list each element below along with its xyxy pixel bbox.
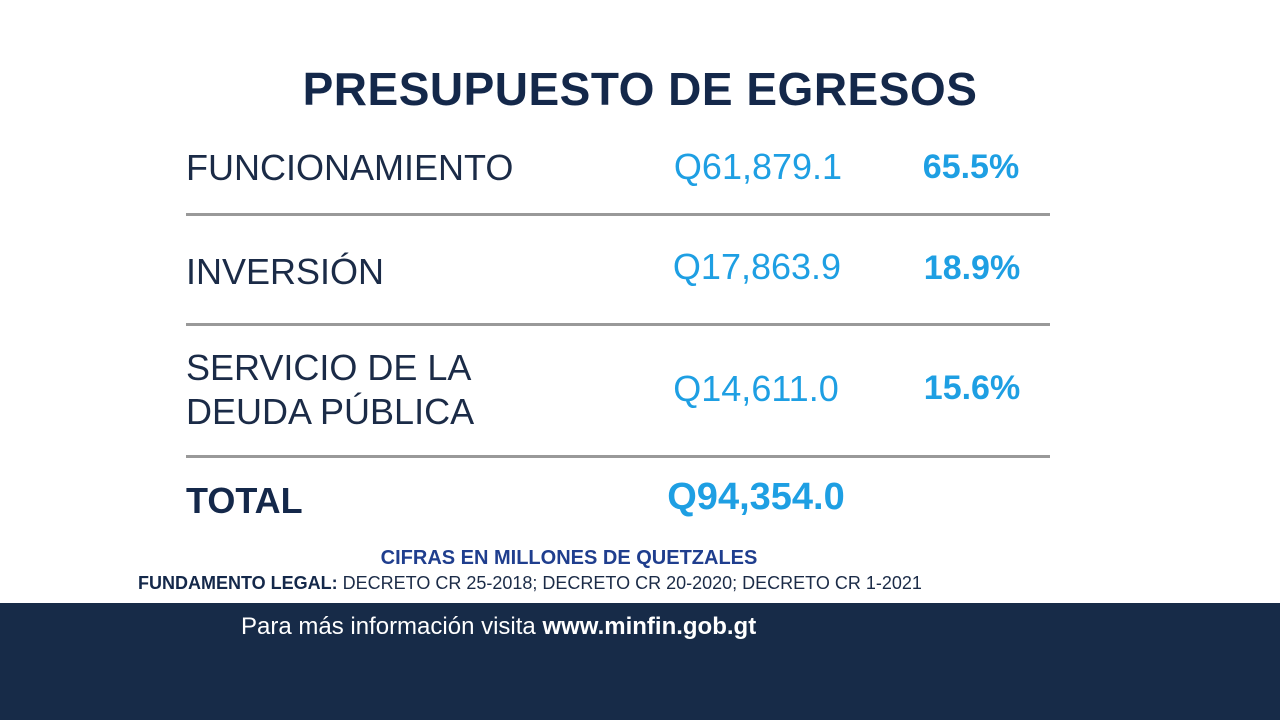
footer-message: Para más información visita www.minfin.g… xyxy=(241,613,756,641)
divider xyxy=(186,455,1050,458)
row-amount-deuda: Q14,611.0 xyxy=(673,368,839,409)
legal-basis: FUNDAMENTO LEGAL: DECRETO CR 25-2018; DE… xyxy=(138,573,922,594)
footer-bar: Para más información visita www.minfin.g… xyxy=(0,603,1280,720)
footer-text: Para más información visita xyxy=(241,613,543,640)
row-label-funcionamiento: FUNCIONAMIENTO xyxy=(186,147,514,188)
divider xyxy=(186,323,1050,326)
row-amount-funcionamiento: Q61,879.1 xyxy=(673,146,843,187)
row-label-deuda-line1: SERVICIO DE LA xyxy=(186,347,472,388)
divider xyxy=(186,213,1050,216)
row-label-inversion: INVERSIÓN xyxy=(186,251,385,292)
legal-basis-label: FUNDAMENTO LEGAL: xyxy=(138,573,338,593)
row-label-deuda-line2: DEUDA PÚBLICA xyxy=(186,391,475,432)
row-percent-inversion: 18.9% xyxy=(923,249,1021,287)
page-title: PRESUPUESTO DE EGRESOS xyxy=(302,63,978,115)
legal-basis-text: DECRETO CR 25-2018; DECRETO CR 20-2020; … xyxy=(337,573,922,593)
total-label: TOTAL xyxy=(186,480,303,521)
units-note: CIFRAS EN MILLONES DE QUETZALES xyxy=(380,547,758,569)
row-percent-funcionamiento: 65.5% xyxy=(922,148,1020,186)
footer-url-link[interactable]: www.minfin.gob.gt xyxy=(542,613,757,640)
row-amount-inversion: Q17,863.9 xyxy=(672,246,842,287)
row-percent-deuda: 15.6% xyxy=(923,369,1021,407)
total-amount: Q94,354.0 xyxy=(667,476,845,518)
